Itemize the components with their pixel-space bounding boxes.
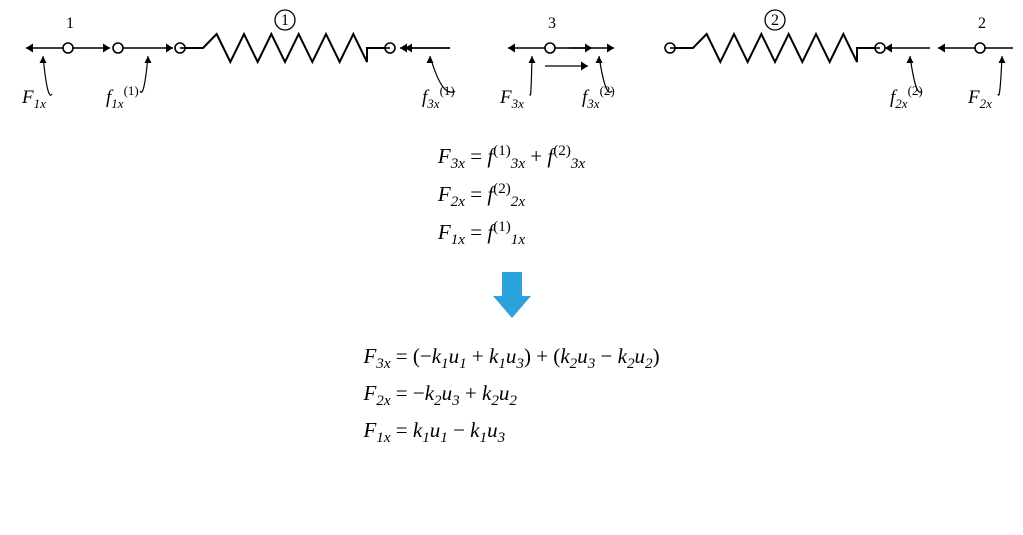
equation-row: F2x = −k2u3 + k2u2 [363,381,659,410]
arrow-down-icon [0,272,1023,318]
equation-row: F3x = f(1)3x + f(2)3x [438,143,585,173]
svg-text:3: 3 [548,15,556,32]
expanded-equations: F3x = (−k1u1 + k1u3) + (k2u3 − k2u2) F2x … [363,336,659,456]
svg-text:F3x: F3x [499,87,524,111]
svg-text:F2x: F2x [967,87,992,111]
svg-text:f1x(1): f1x(1) [106,83,139,111]
svg-text:f3x(1): f3x(1) [422,83,455,111]
svg-text:2: 2 [978,15,986,32]
equation-row: F3x = (−k1u1 + k1u3) + (k2u3 − k2u2) [363,344,659,373]
svg-text:f2x(2): f2x(2) [890,83,923,111]
spring-diagram: 1 2 1 3 2 F1x f1x(1) f3x(1) F3x f3x(2) f2x(2) F2x [10,8,1013,128]
equation-row: F1x = f(1)1x [438,219,585,249]
equations-block: F3x = f(1)3x + f(2)3x F2x = f(2)2x F1x = f… [0,135,1023,455]
svg-text:f3x(2): f3x(2) [582,83,615,111]
svg-text:F1x: F1x [21,87,46,111]
equilibrium-equations: F3x = f(1)3x + f(2)3x F2x = f(2)2x F1x = f… [438,135,585,258]
svg-text:2: 2 [771,12,779,29]
equation-row: F1x = k1u1 − k1u3 [363,418,659,447]
svg-text:1: 1 [281,12,289,29]
equation-row: F2x = f(2)2x [438,181,585,211]
svg-text:1: 1 [66,15,74,32]
